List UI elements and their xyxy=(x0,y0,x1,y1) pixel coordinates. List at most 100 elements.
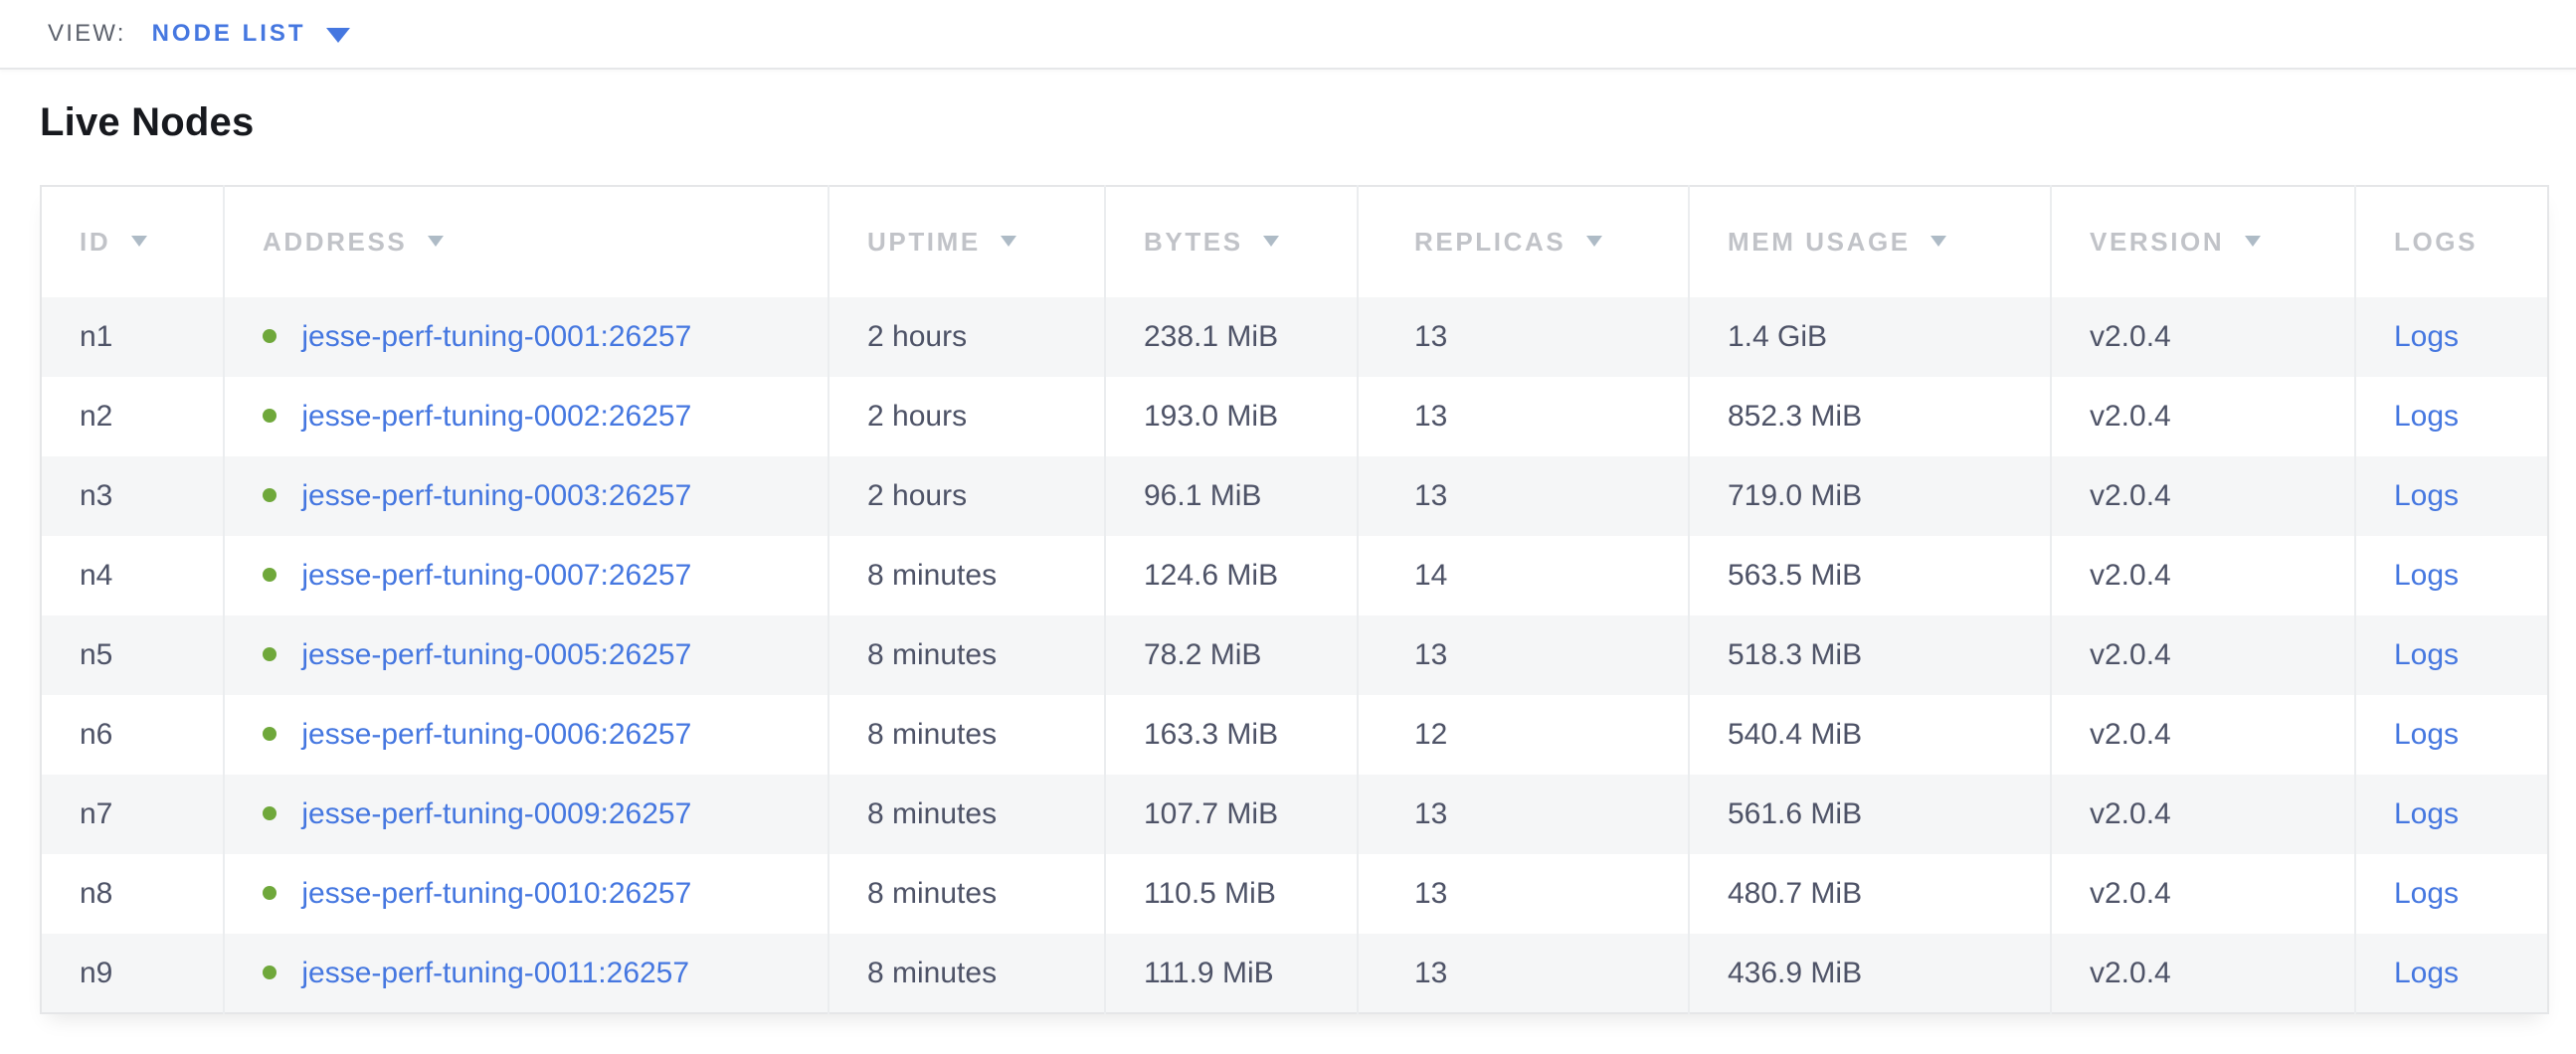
node-address-link[interactable]: jesse-perf-tuning-0007:26257 xyxy=(301,559,692,593)
column-header[interactable]: LOGS xyxy=(2355,186,2548,297)
node-bytes-cell: 110.5 MiB xyxy=(1105,854,1359,934)
node-logs-link[interactable]: Logs xyxy=(2394,718,2460,752)
node-live-status-icon xyxy=(263,568,276,583)
node-logs-link[interactable]: Logs xyxy=(2394,479,2460,513)
node-logs-link[interactable]: Logs xyxy=(2394,797,2460,831)
node-id-cell: n6 xyxy=(41,695,225,775)
node-mem-usage-cell: 436.9 MiB xyxy=(1689,934,2052,1013)
sort-caret-icon xyxy=(130,236,147,247)
column-header-label: BYTES xyxy=(1144,227,1243,257)
node-address-cell: jesse-perf-tuning-0003:26257 xyxy=(224,456,829,536)
table-row: n4 jesse-perf-tuning-0007:26257 8 minute… xyxy=(41,536,2548,615)
node-version-cell: v2.0.4 xyxy=(2051,854,2356,934)
view-selector-dropdown[interactable]: NODE LIST xyxy=(152,20,350,48)
column-header-label: VERSION xyxy=(2090,227,2225,257)
node-address-link[interactable]: jesse-perf-tuning-0006:26257 xyxy=(301,718,692,752)
node-logs-cell: Logs xyxy=(2355,775,2548,854)
node-id-cell: n5 xyxy=(41,615,225,695)
node-logs-link[interactable]: Logs xyxy=(2394,877,2460,911)
column-header-label: UPTIME xyxy=(867,227,981,257)
node-live-status-icon xyxy=(263,965,276,979)
node-replicas-cell: 13 xyxy=(1358,854,1690,934)
column-header[interactable]: VERSION xyxy=(2051,186,2356,297)
node-id-cell: n4 xyxy=(41,536,225,615)
node-bytes-cell: 124.6 MiB xyxy=(1105,536,1359,615)
node-bytes-cell: 238.1 MiB xyxy=(1105,297,1359,377)
column-header[interactable]: BYTES xyxy=(1105,186,1359,297)
node-bytes-cell: 163.3 MiB xyxy=(1105,695,1359,775)
node-logs-cell: Logs xyxy=(2355,536,2548,615)
node-live-status-icon xyxy=(263,329,276,344)
sort-caret-icon xyxy=(1001,236,1017,247)
main-content: Live Nodes ID ADDRESS UPTIME BYTES REPLI… xyxy=(0,99,2576,1014)
node-address-link[interactable]: jesse-perf-tuning-0009:26257 xyxy=(301,797,692,831)
node-uptime-cell: 2 hours xyxy=(828,456,1106,536)
node-uptime-cell: 2 hours xyxy=(828,297,1106,377)
node-logs-link[interactable]: Logs xyxy=(2394,320,2460,354)
view-label: VIEW: xyxy=(48,20,126,47)
node-live-status-icon xyxy=(263,727,276,742)
node-version-cell: v2.0.4 xyxy=(2051,934,2356,1013)
node-uptime-cell: 2 hours xyxy=(828,377,1106,456)
node-mem-usage-cell: 1.4 GiB xyxy=(1689,297,2052,377)
node-logs-link[interactable]: Logs xyxy=(2394,559,2460,593)
node-logs-link[interactable]: Logs xyxy=(2394,400,2460,434)
node-live-status-icon xyxy=(263,488,276,503)
node-mem-usage-cell: 540.4 MiB xyxy=(1689,695,2052,775)
column-header-label: ADDRESS xyxy=(263,227,408,257)
node-version-cell: v2.0.4 xyxy=(2051,615,2356,695)
node-replicas-cell: 13 xyxy=(1358,456,1690,536)
node-logs-link[interactable]: Logs xyxy=(2394,957,2460,990)
node-address-link[interactable]: jesse-perf-tuning-0011:26257 xyxy=(301,957,690,990)
node-address-link[interactable]: jesse-perf-tuning-0003:26257 xyxy=(301,479,692,513)
node-uptime-cell: 8 minutes xyxy=(828,536,1106,615)
node-version-cell: v2.0.4 xyxy=(2051,695,2356,775)
node-address-cell: jesse-perf-tuning-0005:26257 xyxy=(224,615,829,695)
node-version-cell: v2.0.4 xyxy=(2051,775,2356,854)
sort-caret-icon xyxy=(427,236,444,247)
node-address-link[interactable]: jesse-perf-tuning-0002:26257 xyxy=(301,400,692,434)
column-header[interactable]: ADDRESS xyxy=(224,186,829,297)
node-bytes-cell: 107.7 MiB xyxy=(1105,775,1359,854)
node-address-link[interactable]: jesse-perf-tuning-0010:26257 xyxy=(301,877,692,911)
table-row: n9 jesse-perf-tuning-0011:26257 8 minute… xyxy=(41,934,2548,1013)
node-uptime-cell: 8 minutes xyxy=(828,934,1106,1013)
column-header[interactable]: UPTIME xyxy=(828,186,1106,297)
node-address-cell: jesse-perf-tuning-0007:26257 xyxy=(224,536,829,615)
column-header-label: LOGS xyxy=(2394,227,2479,257)
table-row: n5 jesse-perf-tuning-0005:26257 8 minute… xyxy=(41,615,2548,695)
node-bytes-cell: 78.2 MiB xyxy=(1105,615,1359,695)
node-bytes-cell: 96.1 MiB xyxy=(1105,456,1359,536)
node-id-cell: n2 xyxy=(41,377,225,456)
node-replicas-cell: 12 xyxy=(1358,695,1690,775)
node-id-cell: n8 xyxy=(41,854,225,934)
column-header[interactable]: REPLICAS xyxy=(1358,186,1690,297)
node-mem-usage-cell: 852.3 MiB xyxy=(1689,377,2052,456)
node-uptime-cell: 8 minutes xyxy=(828,695,1106,775)
node-uptime-cell: 8 minutes xyxy=(828,775,1106,854)
node-logs-link[interactable]: Logs xyxy=(2394,638,2460,672)
node-uptime-cell: 8 minutes xyxy=(828,854,1106,934)
table-row: n6 jesse-perf-tuning-0006:26257 8 minute… xyxy=(41,695,2548,775)
node-address-link[interactable]: jesse-perf-tuning-0005:26257 xyxy=(301,638,692,672)
live-nodes-table: ID ADDRESS UPTIME BYTES REPLICAS MEM USA… xyxy=(40,185,2549,1014)
node-live-status-icon xyxy=(263,409,276,424)
node-id-cell: n9 xyxy=(41,934,225,1013)
node-logs-cell: Logs xyxy=(2355,695,2548,775)
node-mem-usage-cell: 563.5 MiB xyxy=(1689,536,2052,615)
node-id-cell: n3 xyxy=(41,456,225,536)
node-version-cell: v2.0.4 xyxy=(2051,297,2356,377)
node-bytes-cell: 193.0 MiB xyxy=(1105,377,1359,456)
sort-caret-icon xyxy=(1585,236,1602,247)
node-replicas-cell: 13 xyxy=(1358,934,1690,1013)
node-address-cell: jesse-perf-tuning-0002:26257 xyxy=(224,377,829,456)
node-address-cell: jesse-perf-tuning-0001:26257 xyxy=(224,297,829,377)
column-header[interactable]: MEM USAGE xyxy=(1689,186,2052,297)
node-address-link[interactable]: jesse-perf-tuning-0001:26257 xyxy=(301,320,692,354)
node-replicas-cell: 13 xyxy=(1358,775,1690,854)
node-replicas-cell: 13 xyxy=(1358,297,1690,377)
column-header[interactable]: ID xyxy=(41,186,225,297)
node-logs-cell: Logs xyxy=(2355,297,2548,377)
node-mem-usage-cell: 480.7 MiB xyxy=(1689,854,2052,934)
table-row: n8 jesse-perf-tuning-0010:26257 8 minute… xyxy=(41,854,2548,934)
